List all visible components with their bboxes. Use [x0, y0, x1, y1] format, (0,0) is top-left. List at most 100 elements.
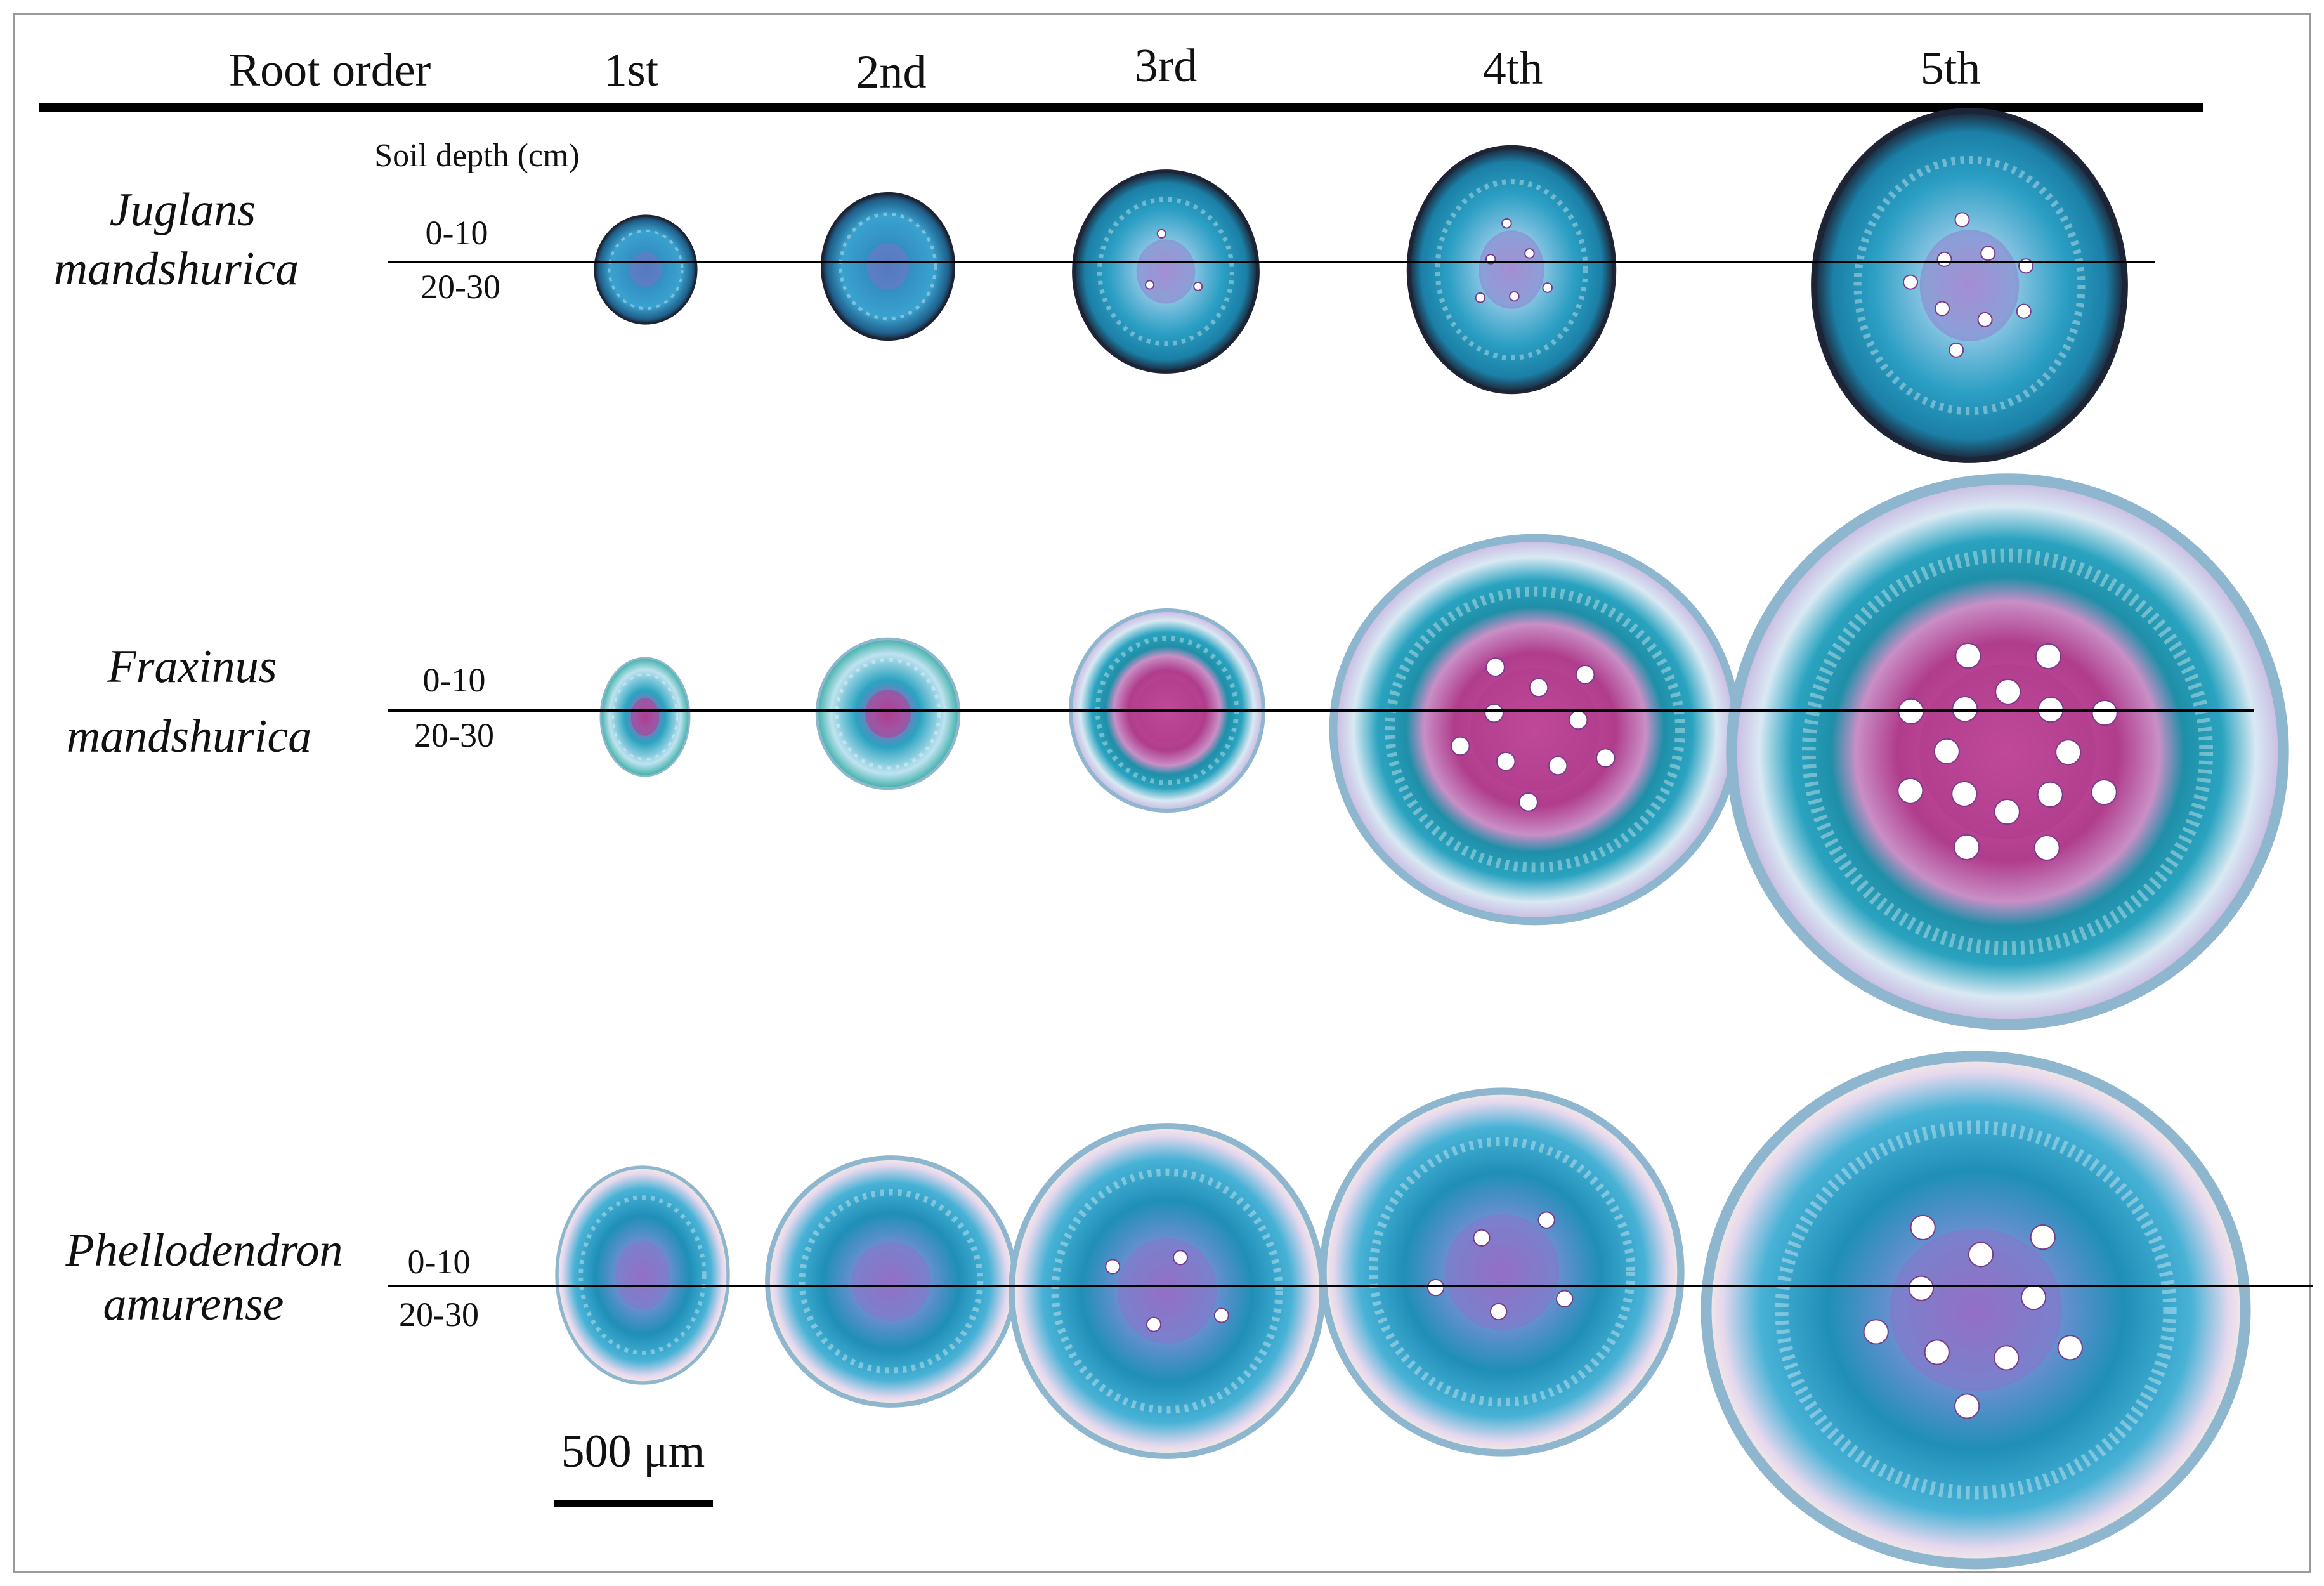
xylem-vessel — [1952, 696, 1978, 723]
section-cortex-ring — [1435, 178, 1588, 361]
cross-section-phellodendron-1st — [555, 1165, 730, 1385]
section-cortex-ring — [1368, 1137, 1636, 1407]
xylem-vessel — [1193, 281, 1203, 291]
species-fraxinus-genus: Fraxinus — [107, 641, 277, 693]
species-phellodendron-epithet: amurense — [103, 1278, 284, 1330]
xylem-vessel — [1949, 342, 1964, 358]
xylem-vessel — [1145, 280, 1155, 290]
xylem-vessel — [1595, 748, 1616, 768]
xylem-vessel — [1995, 678, 2021, 705]
section-stele — [629, 252, 662, 287]
depth-divider-phellodendron — [388, 1285, 2313, 1287]
xylem-vessel — [1933, 738, 1960, 764]
xylem-vessel — [1537, 1211, 1555, 1229]
section-stele — [866, 243, 910, 290]
xylem-vessel — [1955, 643, 1981, 669]
xylem-vessel — [1968, 1242, 1994, 1268]
section-tissue — [1406, 145, 1617, 395]
section-cortex-ring — [835, 658, 941, 770]
xylem-vessel — [1994, 799, 2020, 825]
depth-divider-juglans — [388, 261, 2155, 263]
section-cortex-ring — [1051, 1168, 1283, 1414]
cross-section-grid — [555, 108, 2289, 1570]
xylem-vessel — [1213, 1307, 1229, 1323]
xylem-vessel — [1980, 246, 1996, 261]
xylem-vessel — [1924, 1339, 1950, 1365]
section-stele — [1444, 1214, 1560, 1330]
species-juglans-epithet: mandshurica — [54, 243, 299, 295]
xylem-vessel — [1529, 678, 1549, 698]
depth-label-lower-fraxinus: 20-30 — [414, 716, 494, 754]
cross-section-phellodendron-4th — [1319, 1087, 1685, 1457]
figure-frame — [13, 13, 2311, 1573]
order-label-5th: 5th — [1921, 43, 1981, 95]
xylem-vessel — [1501, 218, 1512, 229]
xylem-vessel — [2091, 779, 2117, 806]
xylem-vessel — [1426, 1278, 1445, 1297]
section-stele — [1919, 230, 2020, 341]
xylem-vessel — [1485, 657, 1505, 678]
xylem-vessel — [2091, 699, 2118, 726]
root-order-header: Root order — [229, 44, 431, 96]
section-tissue — [1811, 108, 2128, 463]
section-cortex-ring — [799, 1189, 984, 1374]
cross-section-fraxinus-4th — [1329, 534, 1741, 926]
xylem-vessel — [2035, 643, 2061, 670]
xylem-vessel — [1575, 664, 1595, 685]
cross-section-phellodendron-5th — [1701, 1051, 2251, 1570]
section-cortex-ring — [1775, 1120, 2177, 1500]
xylem-vessel — [1496, 751, 1516, 771]
xylem-vessel — [1548, 756, 1568, 776]
section-stele — [630, 698, 660, 736]
cross-section-fraxinus-2nd — [815, 637, 961, 790]
section-tissue — [555, 1165, 730, 1385]
species-phellodendron-genus: Phellodendron — [65, 1224, 343, 1276]
xylem-vessel — [1902, 274, 1919, 290]
cross-section-phellodendron-2nd — [765, 1155, 1017, 1408]
xylem-vessel — [1450, 736, 1470, 756]
xylem-vessel — [1473, 1229, 1491, 1247]
xylem-vessel — [2034, 834, 2060, 861]
scale-bar-label: 500 μm — [561, 1425, 705, 1478]
xylem-vessel — [1568, 710, 1588, 730]
section-stele — [851, 1242, 931, 1321]
xylem-vessel — [2057, 1335, 2083, 1361]
xylem-vessel — [1172, 1250, 1189, 1266]
xylem-vessel — [1908, 1275, 1935, 1301]
xylem-vessel — [2055, 739, 2082, 766]
cross-section-juglans-2nd — [820, 192, 956, 341]
cross-section-fraxinus-1st — [599, 657, 691, 777]
section-stele — [1117, 1238, 1217, 1344]
section-tissue — [594, 214, 698, 325]
xylem-vessel — [2016, 303, 2032, 319]
xylem-vessel — [1484, 703, 1504, 723]
depth-label-upper-phellodendron: 0-10 — [408, 1243, 471, 1281]
xylem-vessel — [1509, 291, 1520, 302]
section-cortex-ring — [608, 229, 684, 310]
section-tissue — [820, 192, 956, 341]
cross-section-juglans-5th — [1811, 108, 2128, 463]
section-stele — [1136, 239, 1196, 304]
xylem-vessel — [1954, 834, 1980, 861]
cross-section-phellodendron-3rd — [1009, 1123, 1326, 1459]
xylem-vessel — [1863, 1319, 1889, 1345]
xylem-vessel — [2030, 1224, 2056, 1250]
xylem-vessel — [1105, 1259, 1121, 1275]
xylem-vessel — [1489, 1302, 1508, 1321]
xylem-vessel — [1542, 282, 1553, 293]
depth-label-lower-juglans: 20-30 — [421, 268, 500, 306]
xylem-vessel — [1936, 251, 1952, 267]
section-tissue — [1701, 1051, 2251, 1570]
xylem-vessel — [1475, 292, 1486, 303]
section-cortex-ring — [1097, 197, 1235, 346]
section-cortex-ring — [1853, 155, 2086, 416]
cross-section-juglans-3rd — [1072, 169, 1260, 374]
section-cortex-ring — [611, 673, 679, 761]
order-label-2nd: 2nd — [856, 46, 927, 98]
species-fraxinus-epithet: mandshurica — [67, 711, 311, 763]
scale-bar — [554, 1500, 713, 1507]
order-label-3rd: 3rd — [1135, 40, 1198, 92]
xylem-vessel — [1556, 1290, 1574, 1307]
xylem-vessel — [2037, 781, 2063, 808]
